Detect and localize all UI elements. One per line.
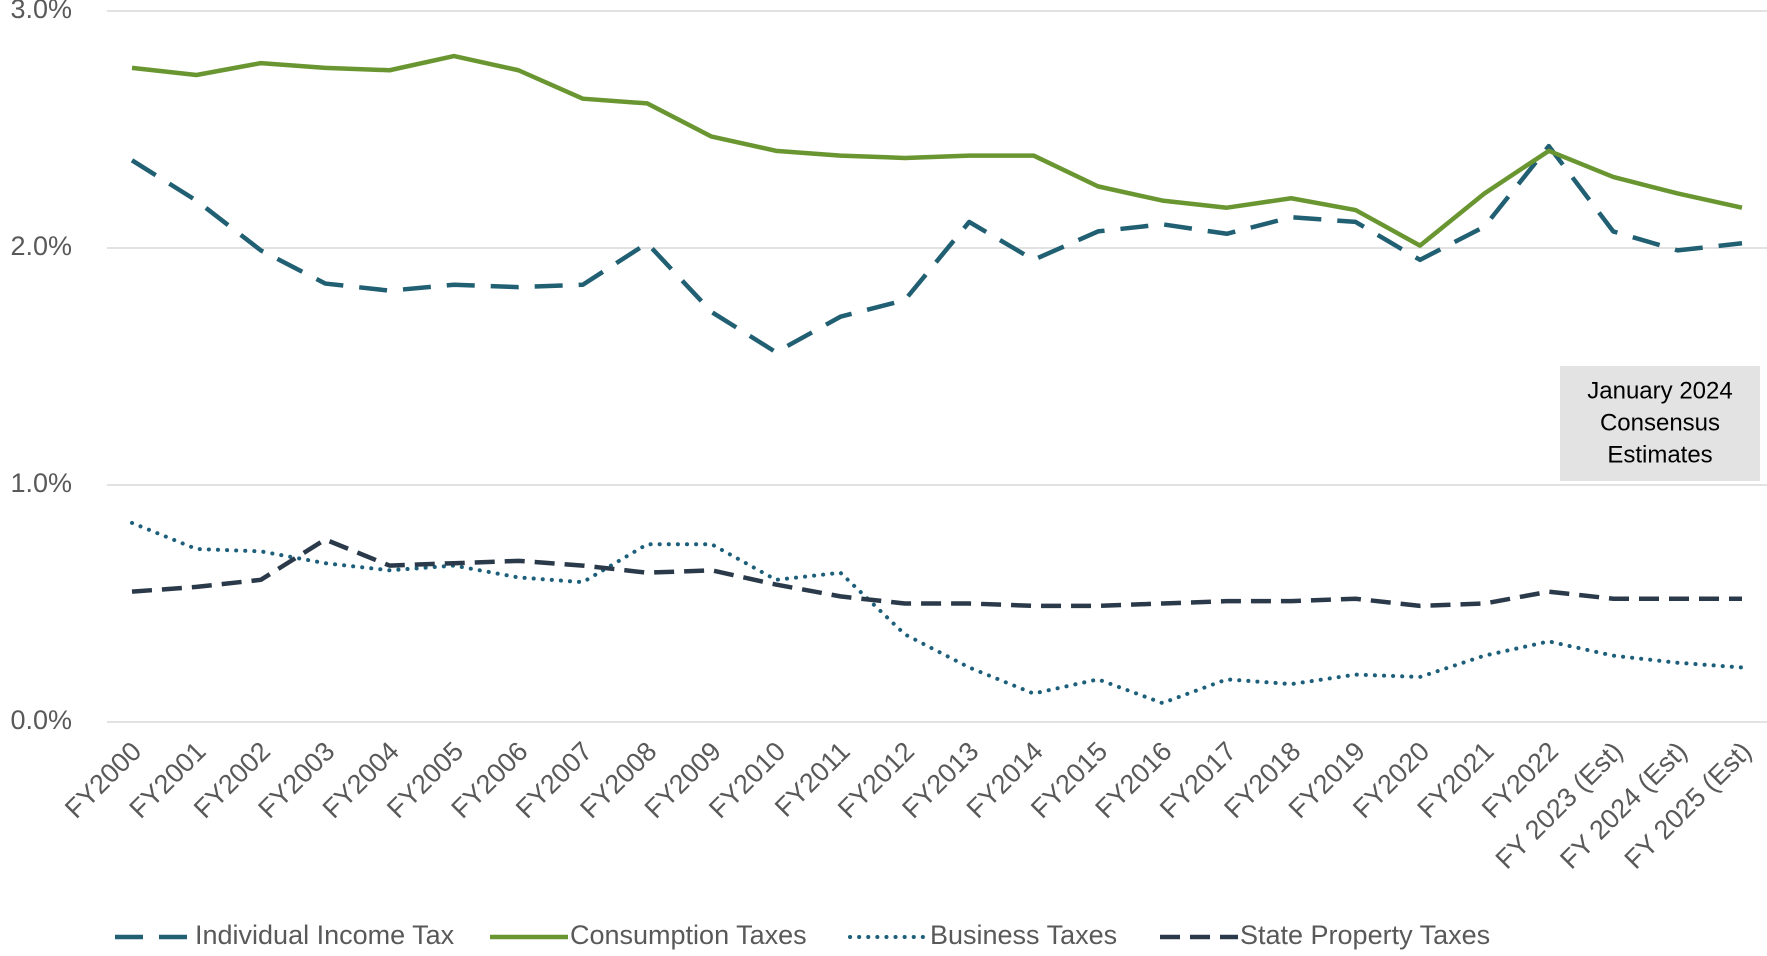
annotation-box [1560,366,1760,481]
legend-label: Business Taxes [930,920,1117,950]
y-tick-label: 2.0% [10,231,72,261]
y-tick-label: 1.0% [10,468,72,498]
y-tick-label: 3.0% [10,0,72,24]
legend-label: Consumption Taxes [570,920,807,950]
series-line [130,143,1743,355]
y-tick-label: 0.0% [10,705,72,735]
legend-label: State Property Taxes [1240,920,1490,950]
series-line [130,520,1744,706]
series-line [131,537,1742,609]
annotation: January 2024 [1587,377,1732,404]
legend-label: Individual Income Tax [195,920,455,950]
series-line [131,53,1743,248]
annotation: Estimates [1607,441,1712,468]
annotation: Consensus [1600,409,1720,436]
